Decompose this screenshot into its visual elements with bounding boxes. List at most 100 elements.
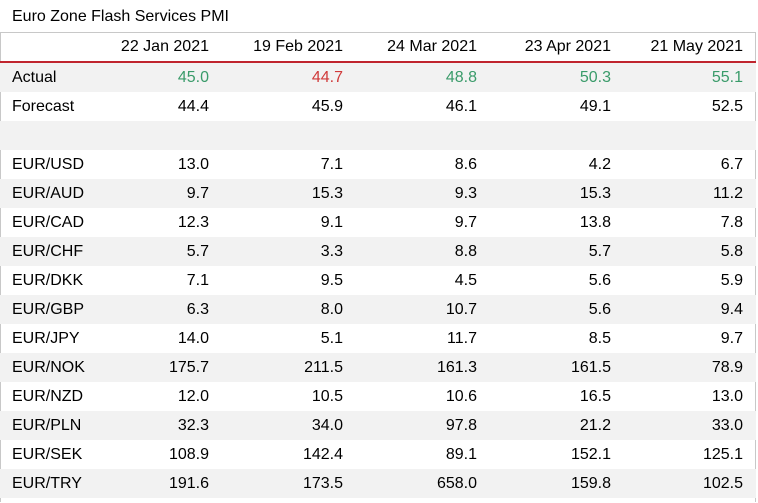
pair-value: 173.5 — [222, 469, 356, 498]
pair-value: 7.1 — [320, 155, 343, 173]
pair-value: 21.2 — [490, 411, 624, 440]
pair-value: 13.0 — [177, 155, 209, 173]
pair-value: 8.8 — [356, 237, 490, 266]
row-label: EUR/NOK — [0, 353, 96, 382]
pair-value: 9.3 — [356, 179, 490, 208]
table-frame — [0, 32, 756, 502]
forecast-value: 44.4 — [177, 97, 209, 115]
pair-value: 33.0 — [624, 411, 756, 440]
pair-value: 6.7 — [720, 155, 743, 173]
pair-value: 32.3 — [96, 411, 222, 440]
row-label: EUR/TRY — [0, 469, 96, 498]
header-row: 22 Jan 2021 19 Feb 2021 24 Mar 2021 23 A… — [0, 33, 756, 63]
pair-value: 9.7 — [454, 213, 477, 231]
pair-value: 5.9 — [720, 271, 743, 289]
pair-value: 12.0 — [177, 387, 209, 405]
pair-value: 175.7 — [96, 353, 222, 382]
pair-row: EUR/USD 13.0 7.1 8.6 4.2 6.7 — [0, 150, 756, 179]
pair-value: 658.0 — [356, 469, 490, 498]
pair-row: EUR/JPY 14.0 5.1 11.7 8.5 9.7 — [0, 324, 756, 353]
pair-value: 9.7 — [720, 329, 743, 347]
pair-value: 9.7 — [96, 179, 222, 208]
spacer-cell — [0, 121, 96, 150]
pair-value: 8.5 — [588, 329, 611, 347]
pair-value: 5.6 — [490, 295, 624, 324]
spacer-cell — [624, 121, 756, 150]
header-cell-date: 19 Feb 2021 — [222, 33, 356, 63]
pair-value: 5.7 — [96, 237, 222, 266]
forecast-value: 52.5 — [711, 97, 743, 115]
pair-value: 9.5 — [320, 271, 343, 289]
pair-value: 11.7 — [447, 329, 477, 347]
pair-row: EUR/PLN 32.3 34.0 97.8 21.2 33.0 — [0, 411, 756, 440]
forecast-value: 46.1 — [445, 97, 477, 115]
pair-row: EUR/TRY 191.6 173.5 658.0 159.8 102.5 — [0, 469, 756, 498]
header-cell-date: 24 Mar 2021 — [356, 33, 490, 63]
pair-value: 15.3 — [222, 179, 356, 208]
pair-value: 14.0 — [177, 329, 209, 347]
pair-value: 191.6 — [96, 469, 222, 498]
actual-row: Actual 45.0 44.7 48.8 50.3 55.1 — [0, 62, 756, 92]
pair-value: 125.1 — [702, 445, 743, 463]
row-label: EUR/USD — [12, 155, 85, 173]
header-cell-date: 21 May 2021 — [624, 33, 756, 63]
pair-value: 12.3 — [177, 213, 209, 231]
pair-value: 10.5 — [311, 387, 343, 405]
forecast-value: 49.1 — [579, 97, 611, 115]
pair-value: 8.0 — [222, 295, 356, 324]
header-cell-label — [0, 33, 96, 63]
row-label: EUR/DKK — [12, 271, 84, 289]
pair-row: EUR/GBP 6.3 8.0 10.7 5.6 9.4 — [0, 295, 756, 324]
table-title: Euro Zone Flash Services PMI — [12, 8, 229, 25]
spacer-row — [0, 121, 756, 150]
pair-value: 161.3 — [356, 353, 490, 382]
actual-value: 48.8 — [356, 62, 490, 92]
forecast-value: 45.9 — [311, 97, 343, 115]
pair-row: EUR/AUD 9.7 15.3 9.3 15.3 11.2 — [0, 179, 756, 208]
pair-value: 16.5 — [579, 387, 611, 405]
pair-value: 9.1 — [320, 213, 343, 231]
pair-value: 11.2 — [624, 179, 756, 208]
pair-value: 9.4 — [624, 295, 756, 324]
pair-value: 7.1 — [186, 271, 209, 289]
pair-rows: EUR/USD 13.0 7.1 8.6 4.2 6.7 EUR/AUD 9.7 15.3 9.3… — [0, 150, 756, 498]
pair-row: EUR/CAD 12.3 9.1 9.7 13.8 7.8 — [0, 208, 756, 237]
pair-value: 142.4 — [302, 445, 343, 463]
pair-value: 5.8 — [624, 237, 756, 266]
actual-value: 44.7 — [222, 62, 356, 92]
pair-value: 4.2 — [588, 155, 611, 173]
row-label: EUR/SEK — [12, 445, 83, 463]
actual-value: 45.0 — [96, 62, 222, 92]
pair-value: 10.6 — [445, 387, 477, 405]
pmi-table: 22 Jan 2021 19 Feb 2021 24 Mar 2021 23 A… — [0, 33, 756, 498]
pair-row: EUR/DKK 7.1 9.5 4.5 5.6 5.9 — [0, 266, 756, 295]
spacer-cell — [222, 121, 356, 150]
spacer-cell — [96, 121, 222, 150]
pair-value: 34.0 — [222, 411, 356, 440]
pair-value: 5.1 — [320, 329, 343, 347]
header-cell-date: 23 Apr 2021 — [490, 33, 624, 63]
pair-row: EUR/NZD 12.0 10.5 10.6 16.5 13.0 — [0, 382, 756, 411]
row-label: EUR/CAD — [12, 213, 85, 231]
row-label: EUR/JPY — [12, 329, 80, 347]
pair-value: 89.1 — [445, 445, 477, 463]
pair-value: 161.5 — [490, 353, 624, 382]
pair-value: 152.1 — [570, 445, 611, 463]
pair-row: EUR/CHF 5.7 3.3 8.8 5.7 5.8 — [0, 237, 756, 266]
pair-value: 5.7 — [490, 237, 624, 266]
pair-value: 13.0 — [711, 387, 743, 405]
spacer-cell — [490, 121, 624, 150]
pair-value: 6.3 — [96, 295, 222, 324]
forecast-row: Forecast 44.4 45.9 46.1 49.1 52.5 — [0, 92, 756, 121]
pair-value: 15.3 — [490, 179, 624, 208]
actual-value: 55.1 — [624, 62, 756, 92]
row-label: Actual — [0, 62, 96, 92]
pair-value: 78.9 — [624, 353, 756, 382]
pair-value: 7.8 — [720, 213, 743, 231]
pair-value: 10.7 — [356, 295, 490, 324]
row-label: Forecast — [12, 97, 75, 115]
pair-value: 3.3 — [222, 237, 356, 266]
pair-value: 8.6 — [454, 155, 477, 173]
pair-value: 102.5 — [624, 469, 756, 498]
pair-value: 108.9 — [168, 445, 209, 463]
